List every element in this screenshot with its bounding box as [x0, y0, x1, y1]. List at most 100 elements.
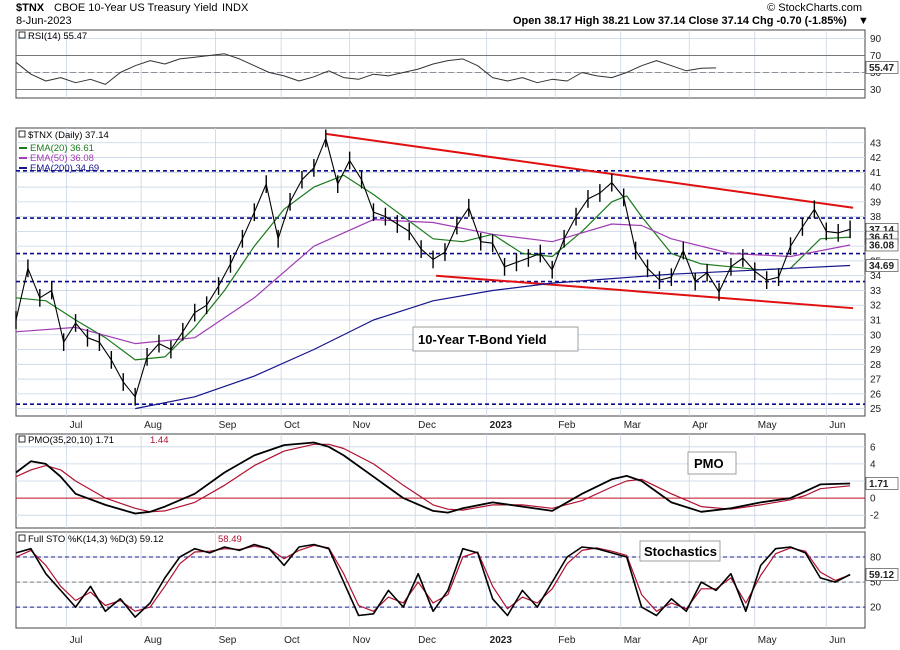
quote-summary: Open 38.17 High 38.21 Low 37.14 Close 37…: [513, 15, 847, 27]
price-annotation: 10-Year T-Bond Yield: [412, 326, 579, 352]
sto-d-line: [15, 544, 851, 612]
price-tick-label-3: 28: [870, 360, 882, 371]
pmo-panel-title: PMO: [694, 456, 724, 471]
price-tick-label-15: 40: [870, 183, 882, 194]
sto-k-line: [15, 543, 851, 618]
ema200-last-value: 34.69: [869, 261, 894, 272]
sto-last-value-box: [865, 568, 899, 581]
price-tick-label-9: 34: [870, 271, 882, 282]
rsi-panel-frame: [15, 29, 866, 99]
ema50-legend-text: EMA(50) 36.08: [30, 153, 94, 164]
pmo-last-value-box: [865, 477, 899, 490]
price-tick-label-0: 25: [870, 404, 882, 415]
price-tick-label-1: 26: [870, 389, 882, 400]
month-label-lower-10: May: [758, 635, 777, 646]
price-legend-text: $TNX (Daily) 37.14: [28, 130, 109, 141]
month-label-upper-1: Aug: [144, 420, 162, 431]
rsi-tick-label-2: 70: [870, 51, 882, 62]
brand-label: © StockCharts.com: [767, 2, 862, 14]
trendline-1: [435, 274, 854, 310]
month-label-lower-4: Nov: [353, 635, 371, 646]
rsi-line: [15, 53, 717, 85]
stochastics-panel-frame: [15, 531, 866, 629]
price-tick-label-13: 38: [870, 212, 882, 223]
month-label-lower-6: 2023: [490, 635, 513, 646]
ema200-legend-text: EMA(200) 34.69: [30, 163, 99, 174]
price-tick-label-17: 42: [870, 153, 882, 164]
stochastics-legend-text: Full STO %K(14,3) %D(3) 59.12: [28, 534, 164, 545]
month-label-upper-10: May: [758, 420, 777, 431]
month-label-upper-9: Apr: [692, 420, 708, 431]
ema50-last-value: 36.08: [869, 240, 894, 251]
price-tick-label-16: 41: [870, 168, 882, 179]
ema200-last-value-box: [865, 259, 899, 272]
stochastics-panel-title: Stochastics: [644, 544, 717, 559]
price-tick-label-2: 27: [870, 375, 882, 386]
rsi-legend: RSI(14) 55.47: [18, 31, 87, 42]
ema20-last-value: 36.61: [869, 233, 894, 244]
month-label-lower-11: Jun: [829, 635, 845, 646]
pmo-signal-legend-text: 1.44: [150, 435, 169, 446]
month-label-upper-8: Mar: [624, 420, 642, 431]
sto-tick-label-1: 50: [870, 578, 882, 589]
trendline-0: [325, 132, 854, 209]
price-last-value: 37.14: [869, 225, 894, 236]
month-label-upper-3: Oct: [284, 420, 300, 431]
month-label-lower-1: Aug: [144, 635, 162, 646]
rsi-tick-label-0: 30: [870, 85, 882, 96]
pmo-line: [15, 441, 851, 515]
sto-tick-label-2: 80: [870, 553, 882, 564]
pmo-tick-label-3: 4: [870, 459, 876, 470]
rsi-tick-label-3: 90: [870, 34, 882, 45]
down-arrow-icon: ▼: [858, 15, 869, 27]
month-label-lower-2: Sep: [219, 635, 237, 646]
price-tick-label-14: 39: [870, 197, 882, 208]
month-label-lower-0: Jul: [70, 635, 83, 646]
price-tick-label-4: 29: [870, 345, 882, 356]
pmo-legend-text: PMO(35,20,10) 1.71: [28, 435, 114, 446]
series-ema-50-: [15, 219, 851, 345]
date-label: 8-Jun-2023: [16, 15, 72, 27]
month-label-upper-6: 2023: [490, 420, 513, 431]
exchange-label: INDX: [222, 2, 249, 14]
symbol-label: $TNX: [16, 2, 45, 14]
month-label-lower-9: Apr: [692, 635, 708, 646]
price-tick-label-8: 33: [870, 286, 882, 297]
pmo-tick-label-4: 6: [870, 442, 876, 453]
price-tick-label-6: 31: [870, 316, 882, 327]
month-label-lower-8: Mar: [624, 635, 642, 646]
series-ema-20-: [15, 174, 851, 361]
pmo-legend: PMO(35,20,10) 1.71 1.44: [18, 435, 169, 446]
sto-tick-label-0: 20: [870, 603, 882, 614]
stochastics-legend: Full STO %K(14,3) %D(3) 59.12 58.49: [18, 534, 242, 545]
stochastics-annotation: Stochastics: [639, 540, 721, 562]
stochastics-signal-legend-text: 58.49: [218, 534, 242, 545]
pmo-signal-line: [15, 443, 851, 513]
price-legend: $TNX (Daily) 37.14 EMA(20) 36.61 EMA(50)…: [18, 130, 109, 174]
month-label-upper-2: Sep: [219, 420, 237, 431]
rsi-legend-text: RSI(14) 55.47: [28, 31, 87, 42]
ema20-legend-text: EMA(20) 36.61: [30, 143, 94, 154]
rsi-last-value: 55.47: [869, 63, 894, 74]
instrument-name: CBOE 10-Year US Treasury Yield: [54, 2, 217, 14]
pmo-tick-label-1: 0: [870, 494, 876, 505]
chart-header: $TNX CBOE 10-Year US Treasury Yield INDX…: [16, 2, 869, 27]
month-label-lower-5: Dec: [418, 635, 436, 646]
ema50-last-value-box: [865, 238, 899, 252]
rsi-last-value-box: [865, 61, 899, 74]
price-panel-title: 10-Year T-Bond Yield: [418, 332, 547, 347]
sto-last-value: 59.12: [869, 570, 894, 581]
pmo-last-value: 1.71: [869, 479, 889, 490]
axis-labels-layer: Jul Jul Aug Aug Sep Sep Oct Oct Nov Nov Dec Dec 2023…: [70, 34, 899, 646]
month-label-lower-7: Feb: [558, 635, 576, 646]
price-tick-label-5: 30: [870, 330, 882, 341]
month-label-upper-11: Jun: [829, 420, 845, 431]
price-tick-label-7: 32: [870, 301, 882, 312]
pmo-tick-label-0: -2: [870, 511, 879, 522]
month-label-upper-4: Nov: [353, 420, 371, 431]
month-label-upper-5: Dec: [418, 420, 436, 431]
price-tick-label-18: 43: [870, 138, 882, 149]
month-label-lower-3: Oct: [284, 635, 300, 646]
pmo-annotation: PMO: [687, 451, 737, 475]
